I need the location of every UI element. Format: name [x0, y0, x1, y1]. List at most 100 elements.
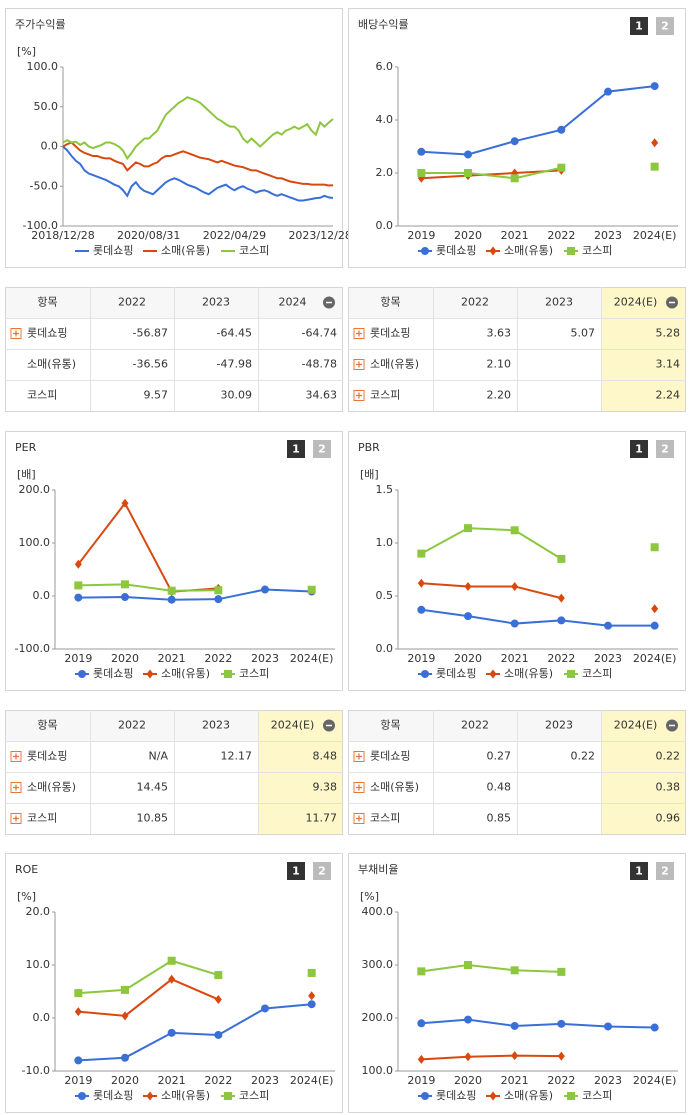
x-tick-label: 2019 — [64, 1074, 92, 1087]
row-label: 코스피 — [27, 389, 57, 402]
marker — [510, 174, 519, 183]
x-tick-label: 2020 — [454, 229, 482, 242]
page-button-label[interactable]: 2 — [318, 865, 326, 878]
marker — [417, 1054, 425, 1064]
expand-icon-plus — [13, 784, 19, 791]
x-tick-label: 2021 — [501, 1074, 529, 1087]
cell-value: 5.07 — [571, 327, 596, 340]
x-tick-label: 2022 — [204, 1074, 232, 1087]
page-button-label[interactable]: 2 — [661, 865, 669, 878]
marker — [464, 961, 472, 969]
column-header: 항목 — [37, 296, 57, 309]
page-button[interactable] — [656, 440, 674, 458]
marker — [651, 604, 659, 614]
legend-label: 롯데쇼핑 — [436, 244, 476, 257]
marker — [214, 595, 223, 604]
page-button[interactable] — [656, 862, 674, 880]
y-tick-label: 6.0 — [376, 60, 394, 73]
row-label: 롯데쇼핑 — [27, 750, 67, 763]
marker — [214, 1030, 223, 1039]
page-button[interactable] — [630, 862, 648, 880]
page-button[interactable] — [287, 440, 305, 458]
marker — [214, 994, 222, 1004]
x-tick-label: 2021 — [158, 1074, 186, 1087]
marker — [557, 554, 566, 563]
expand-icon-plus — [356, 330, 362, 337]
marker — [557, 967, 566, 976]
marker — [489, 669, 497, 679]
x-tick-label: 2020/08/31 — [117, 229, 180, 242]
marker — [489, 1091, 497, 1101]
marker — [650, 162, 659, 171]
page-button-label[interactable]: 1 — [635, 20, 643, 33]
marker — [121, 593, 129, 602]
cell-value: N/A — [149, 750, 169, 763]
marker — [146, 1091, 154, 1101]
marker — [464, 524, 472, 533]
column-header: 2022 — [118, 296, 146, 309]
column-header: 2023 — [545, 296, 573, 309]
cell-value: -48.78 — [302, 358, 337, 371]
y-tick-label: 10.0 — [26, 958, 51, 971]
page-button[interactable] — [656, 17, 674, 35]
x-tick-label: 2020 — [111, 1074, 139, 1087]
marker — [417, 169, 426, 177]
y-tick-label: 1.0 — [376, 536, 394, 549]
column-header: 2024(E) — [614, 719, 658, 732]
series-line — [78, 978, 219, 1017]
marker — [74, 1056, 83, 1065]
page-button-label[interactable]: 2 — [318, 443, 326, 456]
expand-icon-plus — [356, 392, 362, 399]
marker — [567, 670, 575, 678]
cell-value: 0.22 — [656, 750, 681, 763]
page-button-label[interactable]: 1 — [635, 443, 643, 456]
page-button-label[interactable]: 2 — [661, 20, 669, 33]
page-button-label[interactable]: 1 — [292, 443, 300, 456]
y-tick-label: 200.0 — [362, 1011, 394, 1024]
marker — [557, 1019, 566, 1028]
x-tick-label: 2022 — [204, 652, 232, 665]
page-button-label[interactable]: 1 — [635, 865, 643, 878]
cell-value: 0.96 — [656, 812, 681, 825]
page-button[interactable] — [313, 440, 331, 458]
x-tick-label: 2024(E) — [633, 1074, 677, 1087]
marker — [650, 543, 659, 552]
cell-value: 11.77 — [306, 812, 338, 825]
x-tick-label: 2019 — [407, 652, 435, 665]
column-header: 2023 — [545, 719, 573, 732]
page-button-label[interactable]: 1 — [292, 865, 300, 878]
legend-label: 롯데쇼핑 — [93, 667, 133, 680]
row-label: 롯데쇼핑 — [370, 327, 410, 340]
unit-label: [배] — [17, 468, 36, 481]
series-line — [78, 1003, 312, 1062]
legend-label: 코스피 — [239, 1089, 269, 1102]
series-line — [62, 145, 334, 202]
x-tick-label: 2018/12/28 — [31, 229, 94, 242]
y-tick-label: -100.0 — [23, 219, 58, 232]
x-tick-label: 2022/04/29 — [203, 229, 266, 242]
marker — [650, 82, 659, 91]
x-tick-label: 2023 — [594, 1074, 622, 1087]
x-tick-label: 2021 — [501, 229, 529, 242]
cell-value: 3.14 — [656, 358, 681, 371]
page-button[interactable] — [630, 17, 648, 35]
cell-value: -64.45 — [217, 327, 252, 340]
marker — [261, 1004, 269, 1013]
page-button[interactable] — [287, 862, 305, 880]
page-button[interactable] — [313, 862, 331, 880]
column-header: 2022 — [461, 296, 489, 309]
legend-label: 소매(유통) — [161, 667, 210, 680]
marker — [464, 581, 472, 591]
cell-value: -64.74 — [302, 327, 337, 340]
cell-value: -47.98 — [217, 358, 252, 371]
expand-icon-plus — [356, 784, 362, 791]
legend-label: 소매(유통) — [161, 1089, 210, 1102]
page-button-label[interactable]: 2 — [661, 443, 669, 456]
marker — [557, 593, 565, 603]
page-button[interactable] — [630, 440, 648, 458]
cell-value: -36.56 — [133, 358, 168, 371]
marker — [214, 971, 223, 980]
marker — [510, 137, 519, 146]
unit-label: [%] — [360, 890, 379, 903]
